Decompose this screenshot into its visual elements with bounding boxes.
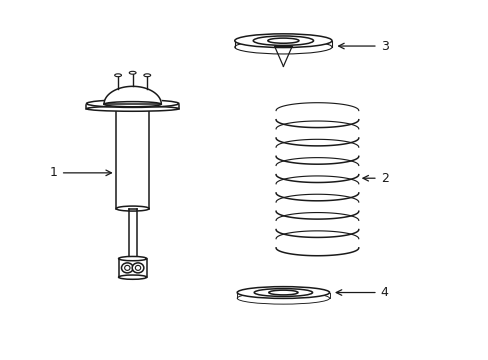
- Bar: [118, 258, 146, 277]
- Ellipse shape: [115, 74, 121, 77]
- Ellipse shape: [116, 106, 149, 111]
- Ellipse shape: [118, 275, 146, 279]
- Ellipse shape: [121, 263, 133, 273]
- Ellipse shape: [268, 290, 297, 295]
- Ellipse shape: [267, 38, 298, 43]
- Text: 2: 2: [362, 172, 388, 185]
- Ellipse shape: [254, 289, 312, 296]
- Text: 4: 4: [336, 286, 388, 299]
- Ellipse shape: [86, 100, 179, 107]
- Ellipse shape: [234, 34, 331, 48]
- Ellipse shape: [253, 36, 313, 45]
- Ellipse shape: [237, 292, 329, 304]
- Ellipse shape: [234, 40, 331, 54]
- Ellipse shape: [135, 265, 141, 270]
- Ellipse shape: [104, 102, 161, 107]
- Ellipse shape: [129, 71, 136, 74]
- Ellipse shape: [132, 263, 143, 273]
- Ellipse shape: [118, 256, 146, 261]
- Ellipse shape: [86, 106, 179, 111]
- Ellipse shape: [116, 206, 149, 211]
- Ellipse shape: [237, 287, 329, 298]
- Ellipse shape: [143, 74, 150, 77]
- Ellipse shape: [124, 265, 130, 270]
- Text: 3: 3: [338, 40, 388, 53]
- Bar: [116, 109, 149, 208]
- Text: 1: 1: [50, 166, 111, 179]
